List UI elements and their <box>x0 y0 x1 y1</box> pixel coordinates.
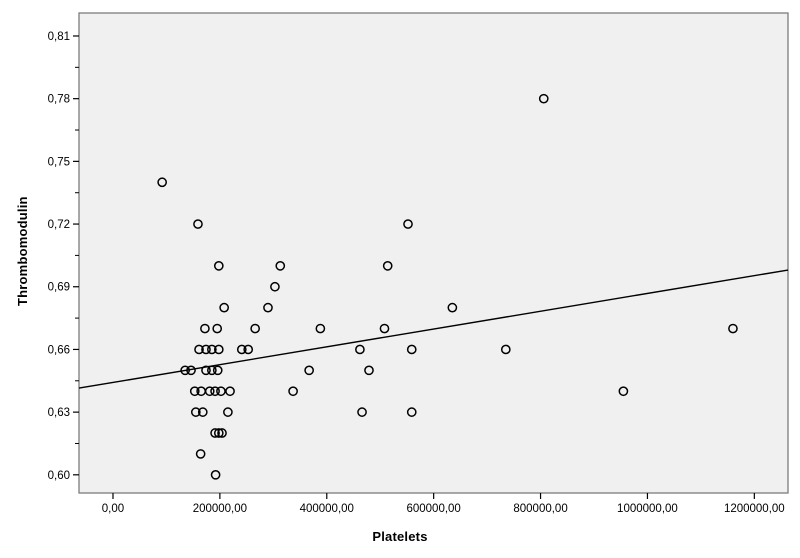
data-point <box>180 365 190 376</box>
data-point <box>216 386 226 397</box>
y-tick-label: 0,69 <box>48 282 70 294</box>
data-point <box>304 365 314 376</box>
data-point <box>157 177 168 188</box>
data-point <box>447 302 458 313</box>
x-tick-label: 600000,00 <box>406 503 460 515</box>
data-point <box>207 365 217 376</box>
y-tick-label: 0,60 <box>48 470 70 482</box>
data-point <box>201 365 211 376</box>
data-point <box>223 407 233 417</box>
y-tick-label: 0,66 <box>48 344 70 356</box>
data-point <box>200 323 210 334</box>
data-point <box>193 219 203 229</box>
y-tick-label: 0,75 <box>48 156 70 168</box>
x-tick-label: 200000,00 <box>193 503 247 515</box>
data-point <box>212 323 223 334</box>
data-point <box>213 344 224 355</box>
data-point <box>538 93 549 104</box>
data-point <box>201 344 211 355</box>
y-tick-label: 0,72 <box>48 219 70 231</box>
data-point <box>210 428 220 438</box>
data-point <box>315 323 326 334</box>
data-point <box>195 449 206 459</box>
x-axis-title: Platelets <box>372 529 428 544</box>
data-point <box>728 323 738 334</box>
data-point <box>186 365 196 376</box>
data-point <box>364 365 374 376</box>
plot-area <box>78 12 789 494</box>
x-tick-label: 1000000,00 <box>617 503 678 515</box>
data-point <box>382 261 393 271</box>
y-axis-title: Thrombomodulin <box>15 196 30 306</box>
data-point <box>236 344 247 355</box>
y-tick-label: 0,78 <box>48 94 70 106</box>
data-point <box>243 344 254 355</box>
data-point <box>225 386 235 397</box>
fit-line <box>78 269 789 389</box>
data-point <box>194 344 204 355</box>
y-tick-label: 0,81 <box>48 31 70 43</box>
data-point <box>219 302 230 313</box>
data-point <box>250 323 261 334</box>
data-point <box>212 365 223 376</box>
data-point <box>189 386 200 397</box>
data-point <box>403 219 413 229</box>
data-point <box>213 428 224 438</box>
data-point <box>204 386 215 397</box>
data-point <box>355 344 365 355</box>
data-point <box>618 386 629 397</box>
data-point <box>190 407 201 417</box>
data-point <box>406 344 417 355</box>
data-point <box>357 407 367 417</box>
x-tick-label: 800000,00 <box>513 503 567 515</box>
data-point <box>213 261 224 271</box>
data-point <box>379 323 390 334</box>
data-point <box>217 428 227 438</box>
data-point <box>500 344 511 355</box>
data-point <box>207 344 217 355</box>
data-point <box>210 386 220 397</box>
data-point <box>406 407 417 417</box>
data-point <box>288 386 298 397</box>
data-point <box>270 281 280 292</box>
data-point <box>197 407 208 417</box>
x-tick-label: 1200000,00 <box>724 503 785 515</box>
x-tick-label: 400000,00 <box>300 503 354 515</box>
data-point <box>263 302 273 313</box>
data-point <box>210 469 221 480</box>
data-point <box>275 261 286 271</box>
x-tick-label: 0,00 <box>102 503 124 515</box>
y-tick-label: 0,63 <box>48 407 70 419</box>
